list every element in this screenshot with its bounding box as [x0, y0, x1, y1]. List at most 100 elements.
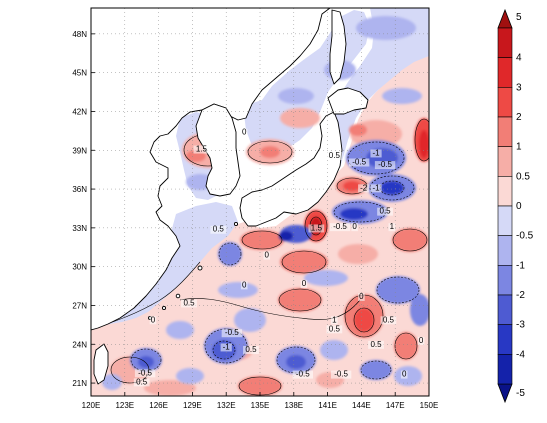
colorbar-segment	[497, 176, 513, 207]
contour-label: -0.5	[378, 160, 392, 169]
contour-label: 0	[242, 280, 247, 289]
contour-label: 0.5	[383, 315, 395, 324]
contour-label: 0.5	[213, 225, 225, 234]
contour-label: 0.5	[136, 377, 148, 386]
contour-label: 0.5	[379, 207, 391, 216]
contour-label: 0	[302, 279, 307, 288]
lat-tick-label: 24N	[72, 340, 87, 349]
contour-label-bg	[240, 128, 248, 137]
contour-label-bg	[388, 223, 396, 232]
contour-label: 0	[402, 370, 407, 379]
lon-tick-label: 132E	[217, 401, 236, 410]
lat-tick-label: 33N	[72, 224, 87, 233]
colorbar-segment	[497, 235, 513, 266]
colorbar-segment	[497, 57, 513, 88]
contour-label: -0.5	[333, 222, 347, 231]
map-plot-area	[91, 8, 429, 396]
contour-label-bg	[134, 369, 156, 378]
contour-label-bg	[417, 336, 425, 345]
contour-label-bg	[329, 223, 351, 232]
contour-label: -1	[372, 148, 380, 157]
contour-label: 0	[151, 315, 156, 324]
contour-label: -0.5	[138, 368, 152, 377]
colorbar-segment	[497, 27, 513, 58]
contour-label: 0.5	[183, 298, 195, 307]
colorbar-label: 0	[516, 201, 522, 212]
ocean-field-base	[91, 56, 429, 396]
colorbar-segment	[497, 354, 513, 385]
contour-label-bg	[374, 161, 396, 170]
contour-label-bg	[220, 343, 232, 352]
colorbar-segment	[497, 205, 513, 236]
contour-label: 0.5	[370, 340, 382, 349]
contour-lines	[99, 118, 429, 396]
contour-label-bg	[263, 251, 271, 260]
lon-tick-label: 123E	[115, 401, 134, 410]
contour-label: -1	[372, 183, 380, 192]
lat-tick-label: 45N	[72, 69, 87, 78]
longitude-axis: 120E 123E 126E 129E 132E 135E 138E 141E 144E 147E…	[82, 392, 438, 410]
ryukyu-islet	[197, 265, 203, 271]
contour-label: -0.5	[225, 328, 239, 337]
contour-label: -0.5	[296, 370, 310, 379]
lon-tick-label: 141E	[318, 401, 337, 410]
contour-label-bg	[240, 281, 248, 290]
lat-tick-label: 39N	[72, 146, 87, 155]
lon-tick-label: 144E	[352, 401, 371, 410]
contour-label-bg	[326, 325, 343, 334]
contour-label-bg	[368, 340, 384, 349]
lat-tick-label: 48N	[72, 30, 87, 39]
contour-label: 1	[332, 315, 337, 324]
colorbar-label: -1	[516, 260, 525, 271]
colorbar-segment	[497, 116, 513, 147]
lon-tick-label: 129E	[183, 401, 202, 410]
contour-label-bg	[348, 158, 370, 167]
colorbar-segment	[497, 146, 513, 177]
contour-label-bg	[210, 225, 227, 234]
colorbar-label: 3	[516, 82, 522, 93]
contour-label-bg	[326, 152, 343, 161]
colorbar: 5 4 3 2 1 0.5 0 -0.5 -1 -2 -3 -4 -5	[497, 8, 534, 404]
contour-label: -1	[223, 342, 231, 351]
lat-tick-label: 42N	[72, 107, 87, 116]
lat-tick-label: 36N	[72, 185, 87, 194]
contour-label-bg	[292, 370, 314, 379]
contour-label: -2	[360, 183, 368, 192]
colorbar-label: -4	[516, 349, 525, 360]
ryukyu-islet	[161, 305, 167, 311]
lon-tick-label: 135E	[251, 401, 270, 410]
sakhalin	[329, 9, 347, 85]
colorbar-segment	[497, 265, 513, 296]
jeju-island	[233, 221, 239, 227]
contour-label-bg	[370, 149, 382, 158]
contour-label: -0.5	[334, 370, 348, 379]
contour-label: 0	[265, 251, 270, 260]
contour-label: 1.5	[196, 145, 208, 154]
ocean-field-northeast	[332, 8, 429, 168]
colorbar-top-arrow	[497, 8, 513, 29]
contour-label-bg	[133, 378, 150, 387]
colorbar-segment	[497, 324, 513, 355]
contour-label: 0.5	[245, 345, 257, 354]
map-gridlines	[91, 8, 429, 396]
colorbar-label: -2	[516, 290, 525, 301]
colorbar-label: 0.5	[516, 171, 530, 182]
contour-label-bg	[193, 145, 210, 154]
colorbar-bottom-arrow	[497, 383, 513, 404]
ryukyu-islet	[175, 293, 181, 299]
colorbar-label: 1	[516, 142, 522, 153]
contour-label-bg	[330, 370, 352, 379]
contour-label: 0	[242, 128, 247, 137]
land-masses	[91, 8, 369, 385]
contour-label-bg	[181, 299, 197, 308]
japan-main-islands	[239, 111, 343, 227]
contour-label-bg	[149, 316, 157, 325]
contour-label: 1	[390, 222, 395, 231]
contour-label-bg	[358, 293, 365, 301]
taiwan	[93, 343, 109, 385]
lat-tick-label: 21N	[72, 379, 87, 388]
asian-mainland	[91, 8, 331, 331]
colorbar-label: 2	[516, 112, 522, 123]
colorbar-label: 5	[516, 12, 522, 23]
lat-tick-label: 27N	[72, 301, 87, 310]
